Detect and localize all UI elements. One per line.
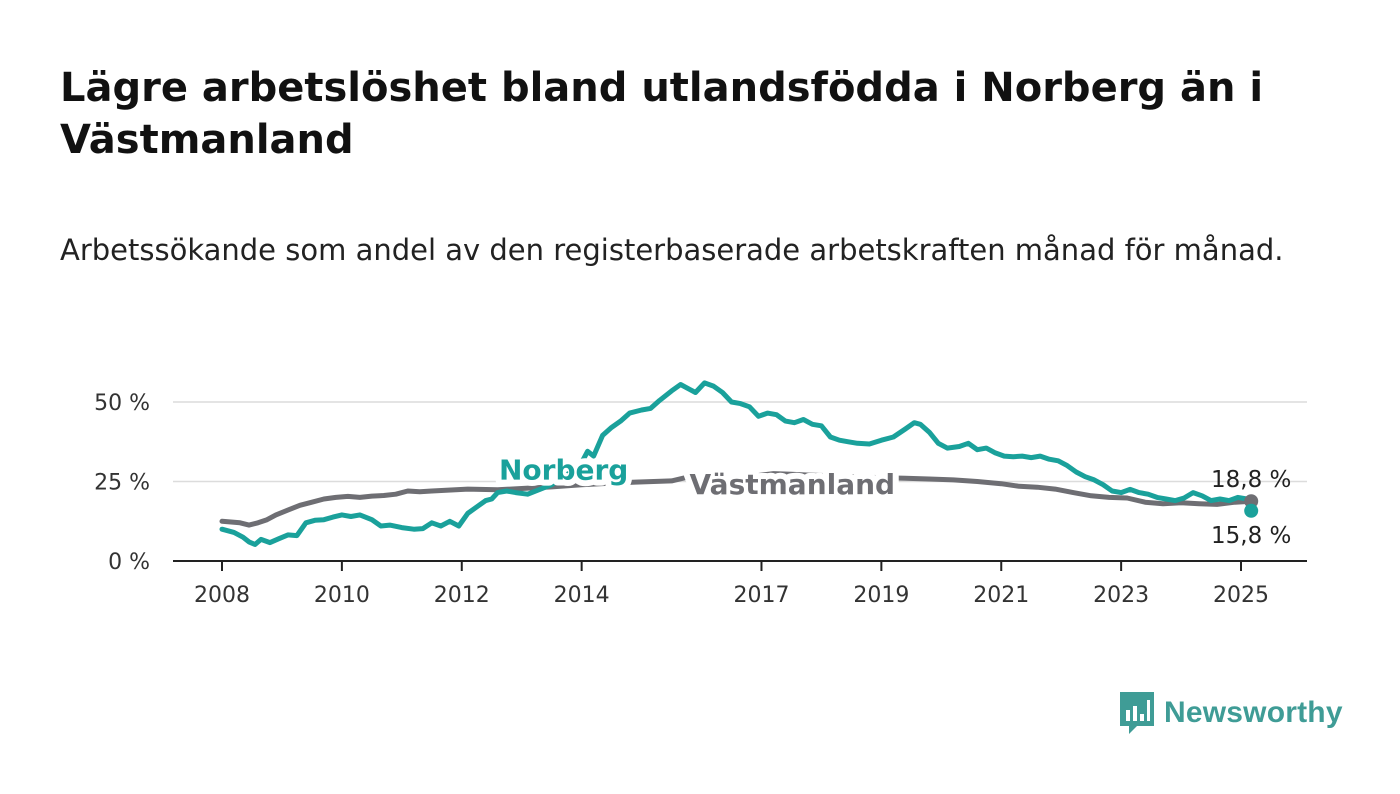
x-tick-label: 2017: [733, 583, 789, 608]
y-tick-label: 0 %: [108, 550, 150, 575]
x-axis: [173, 560, 1307, 571]
chart-title: Lägre arbetslöshet bland utlandsfödda i …: [60, 65, 1264, 163]
x-tick-label: 2014: [554, 583, 610, 608]
brand-name: Newsworthy: [1164, 696, 1343, 729]
series-lines: [219, 380, 1254, 547]
x-tick-label: 2019: [853, 583, 909, 608]
x-tick-label: 2025: [1213, 583, 1269, 608]
series-line-vstmanland: [219, 471, 1254, 528]
series-label-norberg: Norberg: [499, 453, 628, 486]
x-tick-label: 2010: [314, 583, 370, 608]
chart-subtitle: Arbetssökande som andel av den registerb…: [60, 233, 1284, 267]
series-label-halo: Norberg: [499, 453, 628, 486]
y-tick-label: 50 %: [94, 391, 150, 416]
end-point-marker: [1244, 503, 1259, 518]
bar-chart-speech-bubble-icon: [1120, 692, 1154, 734]
line-chart: 0 % 25 % 50 % 2008 2010 2012 2014 2017 2019 2021…: [94, 380, 1307, 608]
series-label-halo: Västmanland: [690, 468, 896, 501]
x-tick-label: 2023: [1093, 583, 1149, 608]
series-label-vstmanland: Västmanland: [690, 468, 896, 501]
end-value-label: 18,8 %: [1211, 467, 1291, 493]
x-tick-label: 2021: [973, 583, 1029, 608]
x-tick-label: 2008: [194, 583, 250, 608]
end-value-label: 15,8 %: [1211, 523, 1291, 549]
series-line-norberg: [219, 380, 1254, 547]
y-tick-label: 25 %: [94, 471, 150, 496]
newsworthy-logo: Newsworthy: [1118, 690, 1343, 736]
x-tick-label: 2012: [434, 583, 490, 608]
y-axis-tick-labels: 0 % 25 % 50 %: [94, 391, 150, 575]
x-axis-tick-labels: 2008 2010 2012 2014 2017 2019 2021 2023 2025: [194, 583, 1269, 608]
